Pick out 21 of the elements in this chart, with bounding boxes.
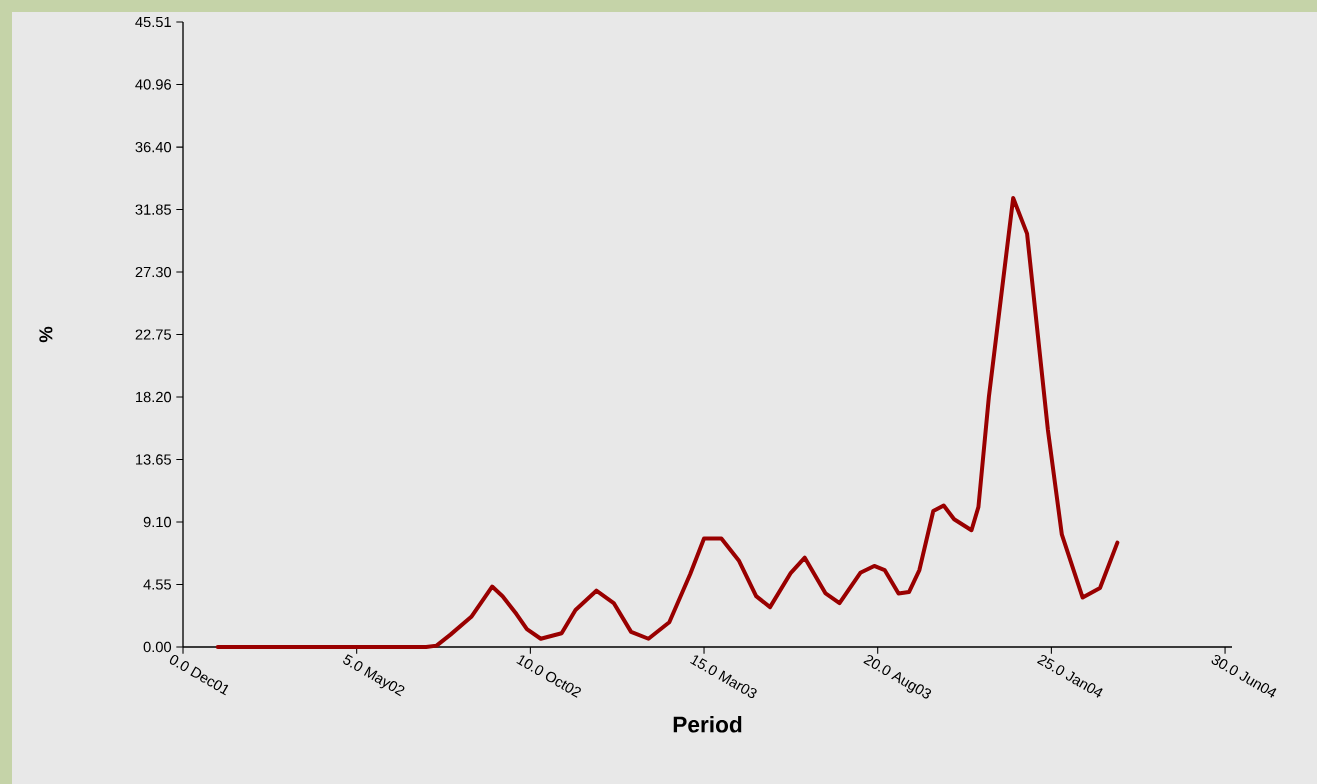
y-tick-label: 22.75 [135, 329, 171, 340]
y-tick-label: 9.10 [143, 516, 172, 528]
x-tick-label: 10.0 [516, 655, 544, 676]
x-tick-label: 20.0 [863, 654, 891, 676]
y-tick-label: 31.85 [135, 204, 171, 215]
y-tick-label: 45.51 [135, 16, 171, 28]
line-series [215, 195, 1120, 649]
x-tick-label: 15.0 [690, 655, 718, 676]
y-axis-title: % [39, 326, 53, 343]
x-axis-title: Period [673, 715, 742, 733]
x-tick-label: 5.0 [343, 654, 363, 672]
x-tick-label: 25.0 [1037, 654, 1065, 676]
y-tick-label: 0.00 [143, 641, 172, 653]
x-tick-label: 30.0 [1211, 654, 1239, 676]
y-tick-label: 36.40 [135, 141, 172, 153]
y-tick-label: 40.96 [135, 79, 171, 90]
y-tick-label: 27.30 [135, 266, 172, 278]
y-tick-label: 13.65 [136, 454, 171, 465]
x-tick-label: 0.0 [169, 654, 189, 672]
y-tick-label: 18.20 [136, 391, 172, 403]
y-tick-label: 4.55 [143, 579, 171, 590]
